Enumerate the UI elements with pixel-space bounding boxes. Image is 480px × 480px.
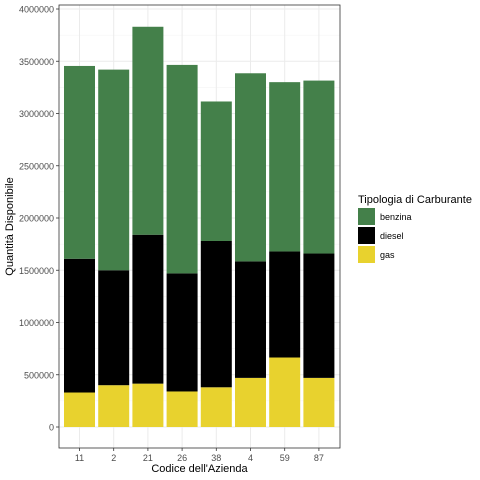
bar-segment-diesel-11 (64, 258, 95, 393)
legend-title: Tipologia di Carburante (358, 194, 472, 206)
y-axis: 0 500000 1000000 1500000 2000000 2500000 30000… (19, 5, 59, 433)
y-tick-label: 3500000 (19, 57, 54, 67)
x-tick-label: 21 (143, 453, 153, 463)
x-tick-label: 2 (111, 453, 116, 463)
legend-label-diesel: diesel (380, 231, 404, 241)
plot-border (58, 4, 341, 449)
legend-key-gas (358, 246, 375, 263)
bar-segment-diesel-59 (269, 251, 301, 358)
y-tick-label: 4000000 (19, 5, 54, 15)
bar-segment-gas-59 (269, 357, 301, 427)
x-tick-label: 26 (177, 453, 187, 463)
x-tick-label: 59 (280, 453, 290, 463)
bar-segment-diesel-87 (303, 253, 335, 378)
bar-segment-benzina-38 (200, 101, 232, 241)
y-tick-label: 2000000 (19, 214, 54, 224)
x-tick-label: 4 (248, 453, 253, 463)
bar-segment-gas-87 (303, 377, 335, 427)
y-tick-label: 1500000 (19, 266, 54, 276)
y-tick-label: 1000000 (19, 318, 54, 328)
legend: Tipologia di Carburante benzina diesel gas (358, 194, 472, 263)
bar-segment-diesel-21 (132, 234, 164, 384)
legend-label-gas: gas (380, 250, 395, 260)
y-tick-label: 500000 (24, 370, 54, 380)
bars (64, 26, 335, 427)
legend-key-benzina (358, 208, 375, 225)
bar-segment-diesel-4 (235, 261, 266, 378)
bar-segment-benzina-11 (64, 65, 95, 259)
x-tick-label: 11 (75, 453, 84, 463)
bar-segment-diesel-26 (166, 273, 198, 392)
legend-label-benzina: benzina (380, 212, 412, 222)
x-tick-label: 87 (314, 453, 324, 463)
bar-segment-gas-11 (64, 392, 95, 427)
y-tick-label: 3000000 (19, 109, 54, 119)
bar-segment-benzina-21 (132, 26, 164, 235)
y-axis-title: Quantità Disponibile (4, 177, 16, 275)
bar-segment-benzina-87 (303, 80, 335, 254)
x-tick-label: 38 (211, 453, 221, 463)
bar-segment-diesel-38 (200, 240, 232, 388)
bar-segment-benzina-59 (269, 82, 301, 252)
bar-segment-benzina-2 (98, 69, 130, 271)
y-tick-label: 2500000 (19, 161, 54, 171)
bar-segment-gas-21 (132, 383, 164, 427)
bar-segment-gas-38 (200, 387, 232, 427)
bar-segment-gas-4 (235, 377, 266, 427)
legend-key-diesel (358, 227, 375, 244)
bar-segment-gas-2 (98, 385, 130, 427)
bar-segment-benzina-26 (166, 64, 198, 274)
bar-segment-benzina-4 (235, 73, 266, 262)
bar-segment-diesel-2 (98, 270, 130, 386)
x-axis: 11 2 21 26 38 4 59 87 (75, 448, 324, 463)
bar-segment-gas-26 (166, 391, 198, 427)
x-axis-title: Codice dell'Azienda (151, 463, 248, 475)
y-tick-label: 0 (49, 423, 54, 433)
